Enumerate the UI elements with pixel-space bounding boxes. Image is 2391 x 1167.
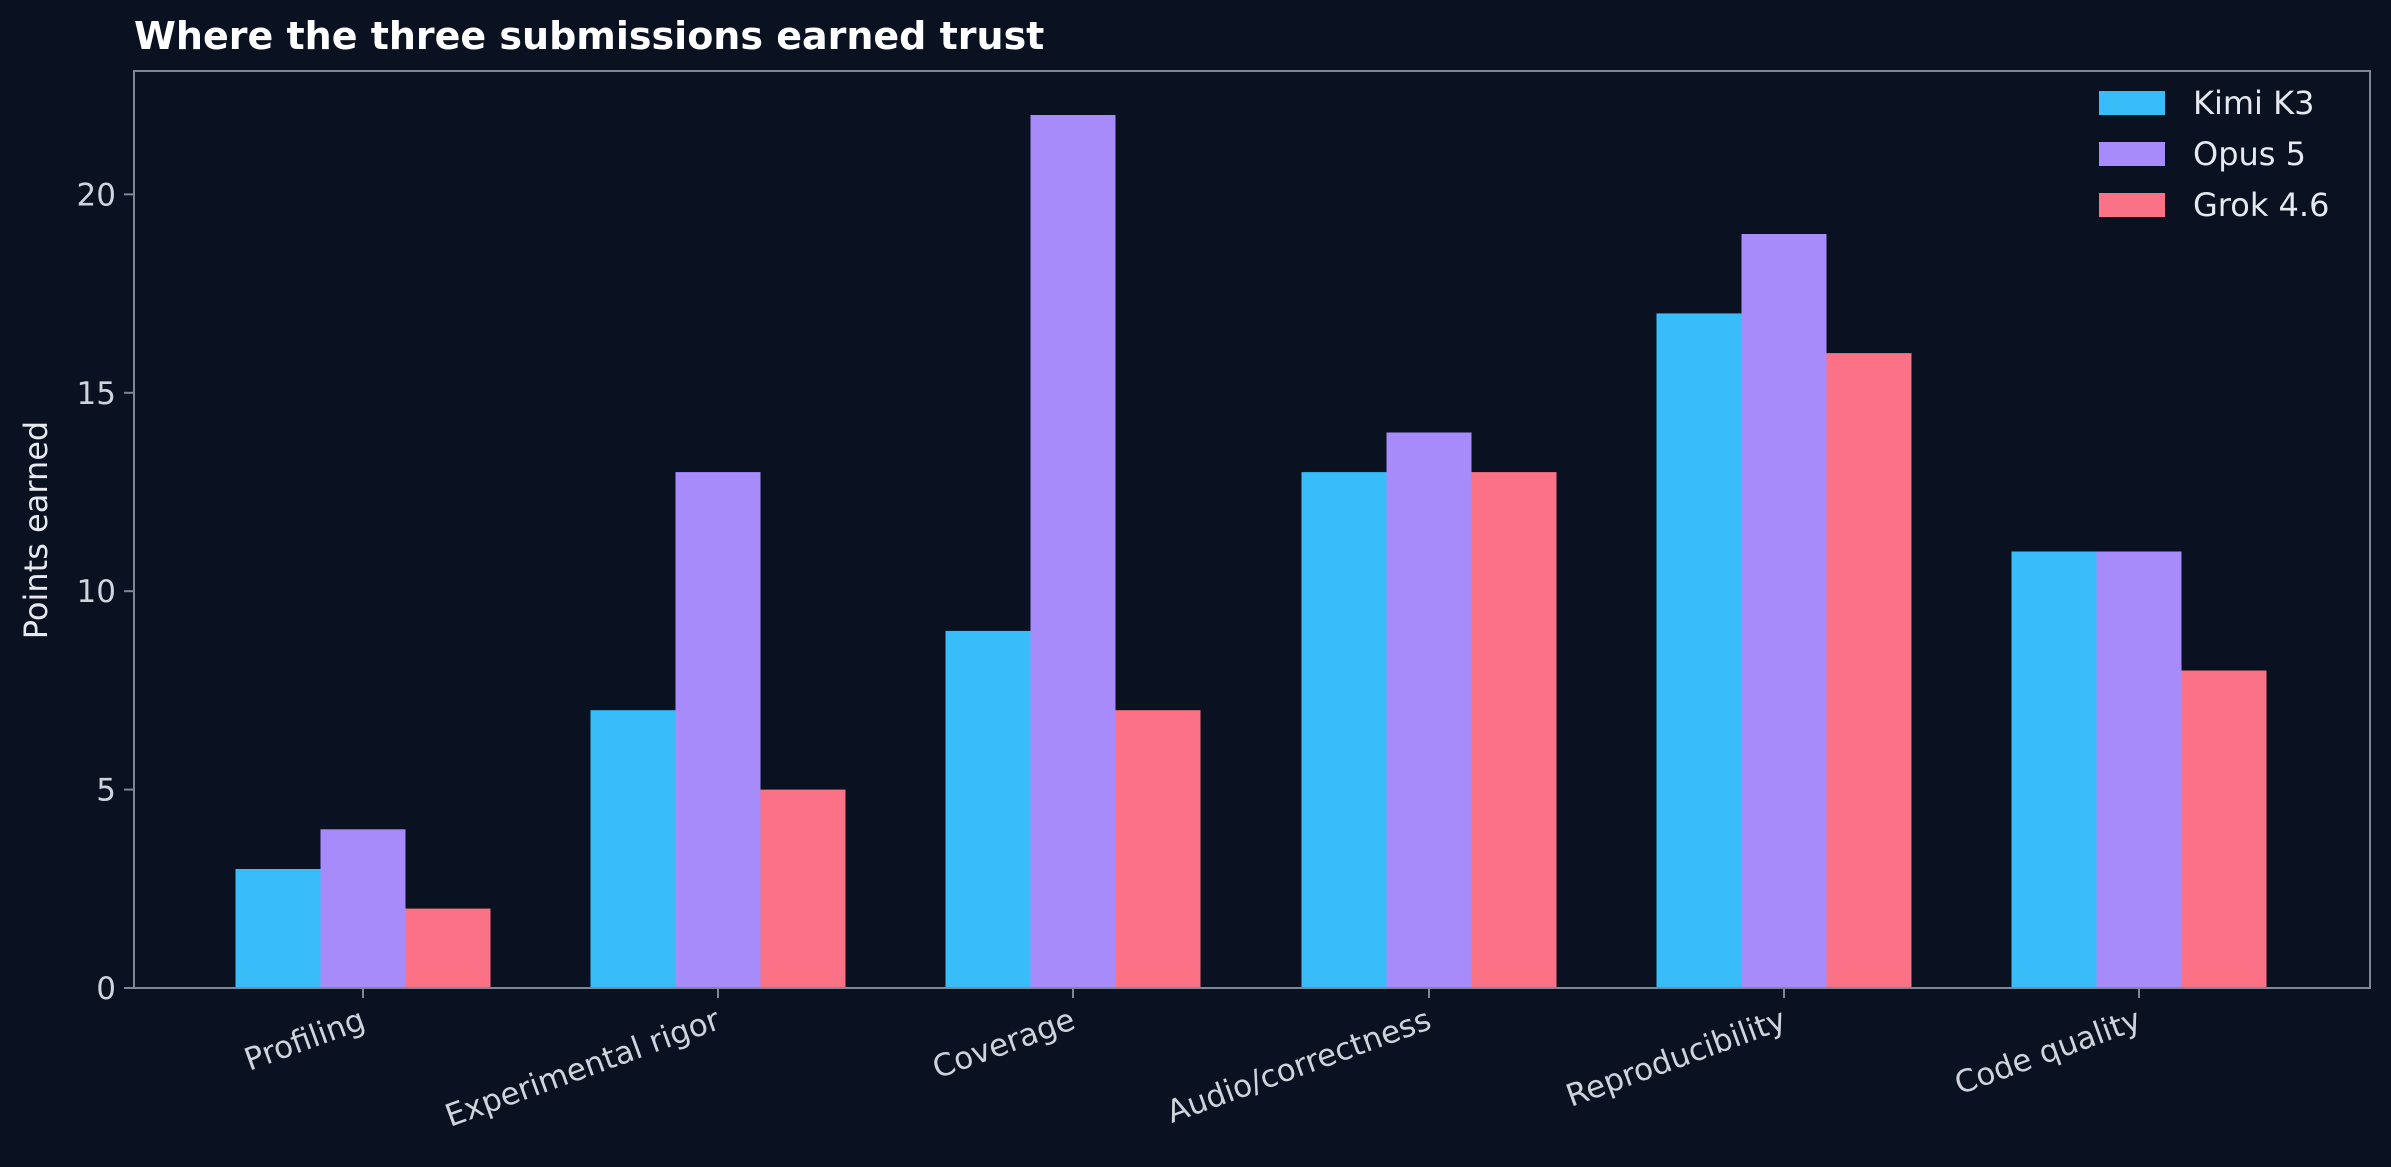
y-tick-label: 5 <box>96 773 116 809</box>
bar-opus-5-4 <box>1386 432 1472 988</box>
plot-area-frame <box>133 70 2371 989</box>
bar-grok-4-6-6 <box>2181 670 2267 988</box>
bar-kimi-k3-6 <box>2011 551 2097 988</box>
y-axis: 0 5 10 15 20 <box>77 177 134 1007</box>
bar-kimi-k3-5 <box>1656 313 1742 988</box>
bar-opus-5-6 <box>2096 551 2182 988</box>
bar-grok-4-6-3 <box>1115 710 1201 988</box>
legend-label-opus-5: Opus 5 <box>2193 135 2306 173</box>
bar-grok-4-6-4 <box>1471 472 1557 989</box>
bars-layer <box>235 115 2267 989</box>
bar-opus-5-2 <box>675 472 761 989</box>
bar-grok-4-6-5 <box>1826 353 1912 989</box>
legend-label-grok-4-6: Grok 4.6 <box>2193 186 2329 224</box>
y-axis-label: Points earned <box>17 421 55 639</box>
y-tick-label: 20 <box>77 177 116 213</box>
y-tick-label: 15 <box>77 376 116 412</box>
y-tick-label: 0 <box>96 971 116 1007</box>
bar-kimi-k3-3 <box>945 630 1031 988</box>
legend-swatch-opus-5 <box>2099 142 2165 166</box>
bar-kimi-k3-4 <box>1301 472 1387 989</box>
bar-grok-4-6-1 <box>405 908 491 988</box>
bar-opus-5-5 <box>1741 234 1827 988</box>
bar-opus-5-1 <box>320 829 406 988</box>
bar-kimi-k3-2 <box>590 710 676 988</box>
bar-kimi-k3-1 <box>235 869 321 988</box>
legend-label-kimi-k3: Kimi K3 <box>2193 84 2314 122</box>
bar-opus-5-3 <box>1030 115 1116 988</box>
chart-title: Where the three submissions earned trust <box>134 14 1044 58</box>
legend: Kimi K3 Opus 5 Grok 4.6 <box>2099 84 2329 224</box>
legend-swatch-kimi-k3 <box>2099 91 2165 115</box>
y-tick-label: 10 <box>77 574 116 610</box>
legend-swatch-grok-4-6 <box>2099 193 2165 217</box>
bar-grok-4-6-2 <box>760 789 846 988</box>
